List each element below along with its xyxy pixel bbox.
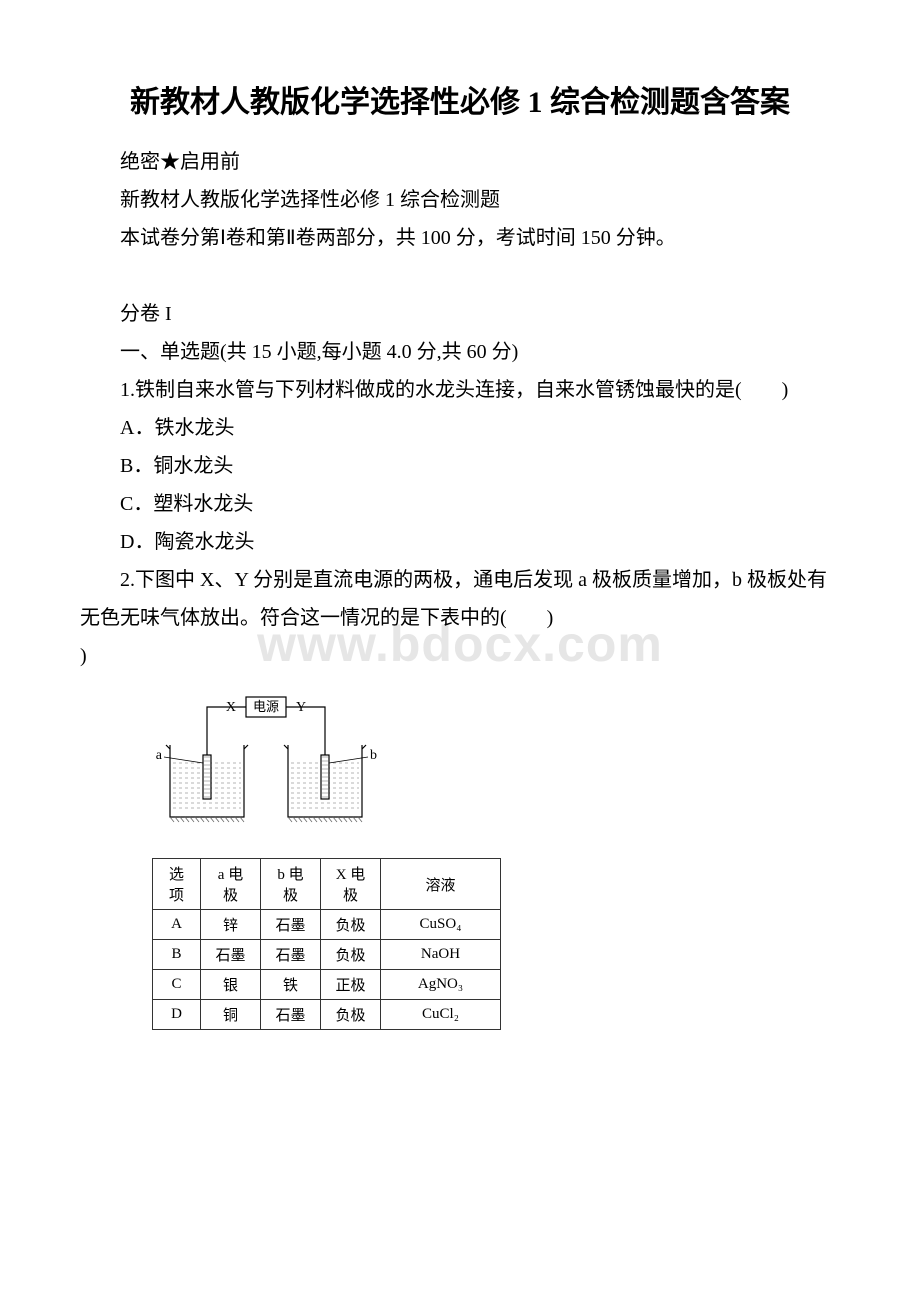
document-body: 新教材人教版化学选择性必修 1 综合检测题含答案 绝密★启用前 新教材人教版化学…	[80, 80, 840, 1030]
table-cell: 石墨	[261, 910, 321, 940]
part1-heading: 一、单选题(共 15 小题,每小题 4.0 分,共 60 分)	[80, 333, 840, 371]
table-cell: 石墨	[261, 940, 321, 970]
q1-choice-a: A．铁水龙头	[80, 409, 840, 447]
electrolysis-diagram: 电源XYab	[152, 689, 840, 844]
table-cell: NaOH	[381, 940, 501, 970]
table-cell: 负极	[321, 940, 381, 970]
table-cell: 负极	[321, 1000, 381, 1030]
paper-note: 本试卷分第Ⅰ卷和第Ⅱ卷两部分，共 100 分，考试时间 150 分钟。	[80, 219, 840, 257]
table-cell: CuSO₄	[381, 910, 501, 940]
table-header: a 电极	[201, 859, 261, 910]
svg-text:b: b	[370, 748, 377, 763]
table-cell: 铜	[201, 1000, 261, 1030]
table-row: A锌石墨负极CuSO₄	[153, 910, 501, 940]
table-row: C银铁正极AgNO₃	[153, 970, 501, 1000]
section-label: 分卷 I	[80, 295, 840, 333]
table-header: 选项	[153, 859, 201, 910]
table-cell: D	[153, 1000, 201, 1030]
options-table: 选项a 电极b 电极X 电极溶液A锌石墨负极CuSO₄B石墨石墨负极NaOHC银…	[152, 858, 501, 1030]
table-cell: 正极	[321, 970, 381, 1000]
table-cell: 银	[201, 970, 261, 1000]
table-row: D铜石墨负极CuCl₂	[153, 1000, 501, 1030]
svg-text:电源: 电源	[253, 699, 279, 714]
table-cell: A	[153, 910, 201, 940]
q1-stem: 1.铁制自来水管与下列材料做成的水龙头连接，自来水管锈蚀最快的是( )	[80, 371, 840, 409]
table-cell: 石墨	[261, 1000, 321, 1030]
q2-stem: 2.下图中 X、Y 分别是直流电源的两极，通电后发现 a 极板质量增加，b 极板…	[80, 561, 840, 637]
table-cell: B	[153, 940, 201, 970]
q2-stem-tail: )	[80, 637, 840, 675]
table-header: X 电极	[321, 859, 381, 910]
table-header: 溶液	[381, 859, 501, 910]
table-cell: 锌	[201, 910, 261, 940]
table-row: B石墨石墨负极NaOH	[153, 940, 501, 970]
page-title: 新教材人教版化学选择性必修 1 综合检测题含答案	[80, 80, 840, 125]
table-header: b 电极	[261, 859, 321, 910]
table-cell: C	[153, 970, 201, 1000]
blank-gap	[80, 257, 840, 295]
electrolysis-svg: 电源XYab	[152, 689, 382, 839]
q1-choice-d: D．陶瓷水龙头	[80, 523, 840, 561]
table-cell: AgNO₃	[381, 970, 501, 1000]
table-cell: 铁	[261, 970, 321, 1000]
q1-choice-b: B．铜水龙头	[80, 447, 840, 485]
table-cell: 石墨	[201, 940, 261, 970]
table-cell: CuCl₂	[381, 1000, 501, 1030]
secrecy-line: 绝密★启用前	[80, 143, 840, 181]
svg-text:a: a	[156, 748, 163, 763]
subtitle-line: 新教材人教版化学选择性必修 1 综合检测题	[80, 181, 840, 219]
q1-choice-c: C．塑料水龙头	[80, 485, 840, 523]
table-cell: 负极	[321, 910, 381, 940]
